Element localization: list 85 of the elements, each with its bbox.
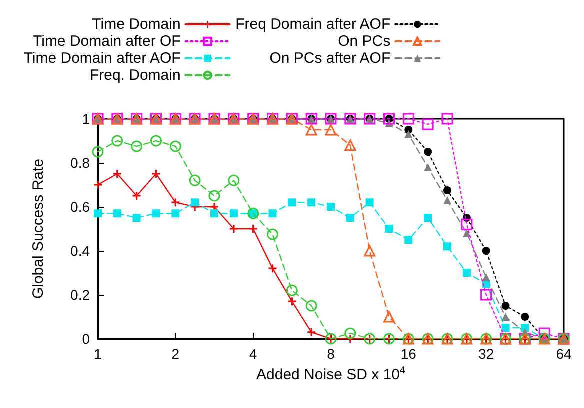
legend-label: On PCs [338,33,391,50]
y-tick-label: 0 [82,331,90,347]
point [288,198,296,207]
x-tick-label: 2 [172,346,180,362]
point [502,302,510,310]
point [94,210,102,218]
y-tick-label: 0.2 [70,287,90,303]
point [442,113,454,125]
legend-label: Time Domain after AOF [24,50,181,67]
point [482,273,490,282]
point [113,210,122,218]
point [444,242,452,251]
point [404,236,413,244]
point [364,245,376,257]
point [344,140,356,152]
point [131,140,143,152]
point [228,174,240,186]
point [152,170,160,178]
point [502,313,510,321]
point [308,198,316,207]
point [132,192,141,200]
point [402,113,414,125]
point [462,229,471,238]
point [170,140,182,152]
legend-label: Freq. Domain [90,67,181,84]
point [461,218,473,230]
point [191,198,200,207]
point [306,300,318,312]
point [172,210,180,218]
point [150,135,162,147]
point [112,135,124,147]
point [480,289,492,301]
point [92,146,104,158]
point [346,214,354,222]
point [152,210,160,218]
point [286,284,298,296]
point [327,203,335,211]
point [189,174,201,186]
point [383,311,395,323]
point [208,190,220,202]
point [132,214,141,222]
y-tick-label: 0.4 [70,243,90,259]
point [230,210,238,218]
point [268,264,277,273]
point [210,210,218,218]
point [366,198,374,207]
point [230,225,238,233]
point [94,181,102,189]
point [424,148,432,156]
point [268,210,277,218]
point [462,269,471,277]
point [325,124,337,136]
y-tick-label: 1 [82,111,90,127]
legend-label: Time Domain [92,16,181,33]
point [344,328,356,340]
point [288,298,296,306]
point [113,170,122,178]
point [422,118,434,130]
y-tick-label: 0.6 [70,199,90,215]
point [385,225,394,233]
y-tick-label: 0.8 [70,155,90,171]
point [482,247,490,255]
point [308,328,316,336]
point [424,163,432,172]
point [538,328,550,340]
legend-label: On PCs after AOF [270,50,391,67]
legend-label: Freq Domain after AOF [236,16,391,33]
y-axis-title: Global Success Rate [30,158,47,300]
x-tick-label: 32 [478,346,494,362]
point [172,198,180,207]
point [404,130,413,138]
point [502,324,510,332]
point [267,228,279,240]
x-tick-label: 16 [400,346,417,362]
point [444,186,452,194]
legend-label: Time Domain after OF [33,33,181,50]
point [249,225,258,233]
x-tick-label: 8 [327,346,336,362]
point [424,214,432,222]
x-tick-label: 64 [556,346,572,362]
x-tick-label: 1 [94,346,102,362]
point [444,196,452,204]
x-tick-label: 4 [249,346,258,362]
point [521,313,530,321]
point [306,124,318,136]
